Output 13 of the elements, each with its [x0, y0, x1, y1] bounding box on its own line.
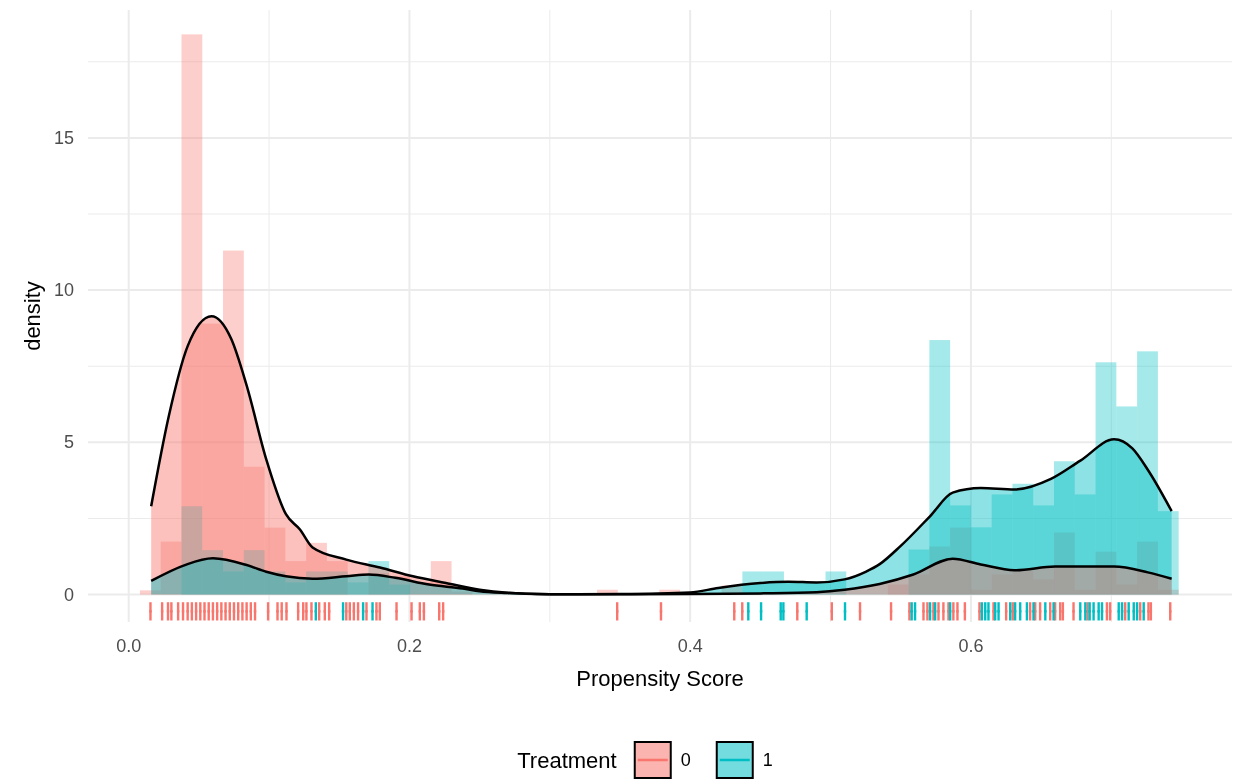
- legend-label: 0: [680, 750, 691, 770]
- y-tick-label: 10: [53, 280, 74, 301]
- legend-label: 1: [762, 750, 773, 770]
- y-tick-label: 5: [63, 432, 74, 453]
- x-tick-label: 0.4: [677, 636, 703, 656]
- x-tick-label: 0.2: [396, 636, 422, 656]
- x-tick-label: 0.0: [116, 636, 142, 656]
- x-tick-label: 0.6: [958, 636, 984, 656]
- y-tick-label: 15: [53, 127, 74, 148]
- x-axis-title: Propensity Score: [576, 666, 744, 691]
- legend-title: Treatment: [517, 747, 617, 773]
- y-tick-label: 0: [63, 584, 74, 605]
- y-axis-title: density: [20, 281, 45, 351]
